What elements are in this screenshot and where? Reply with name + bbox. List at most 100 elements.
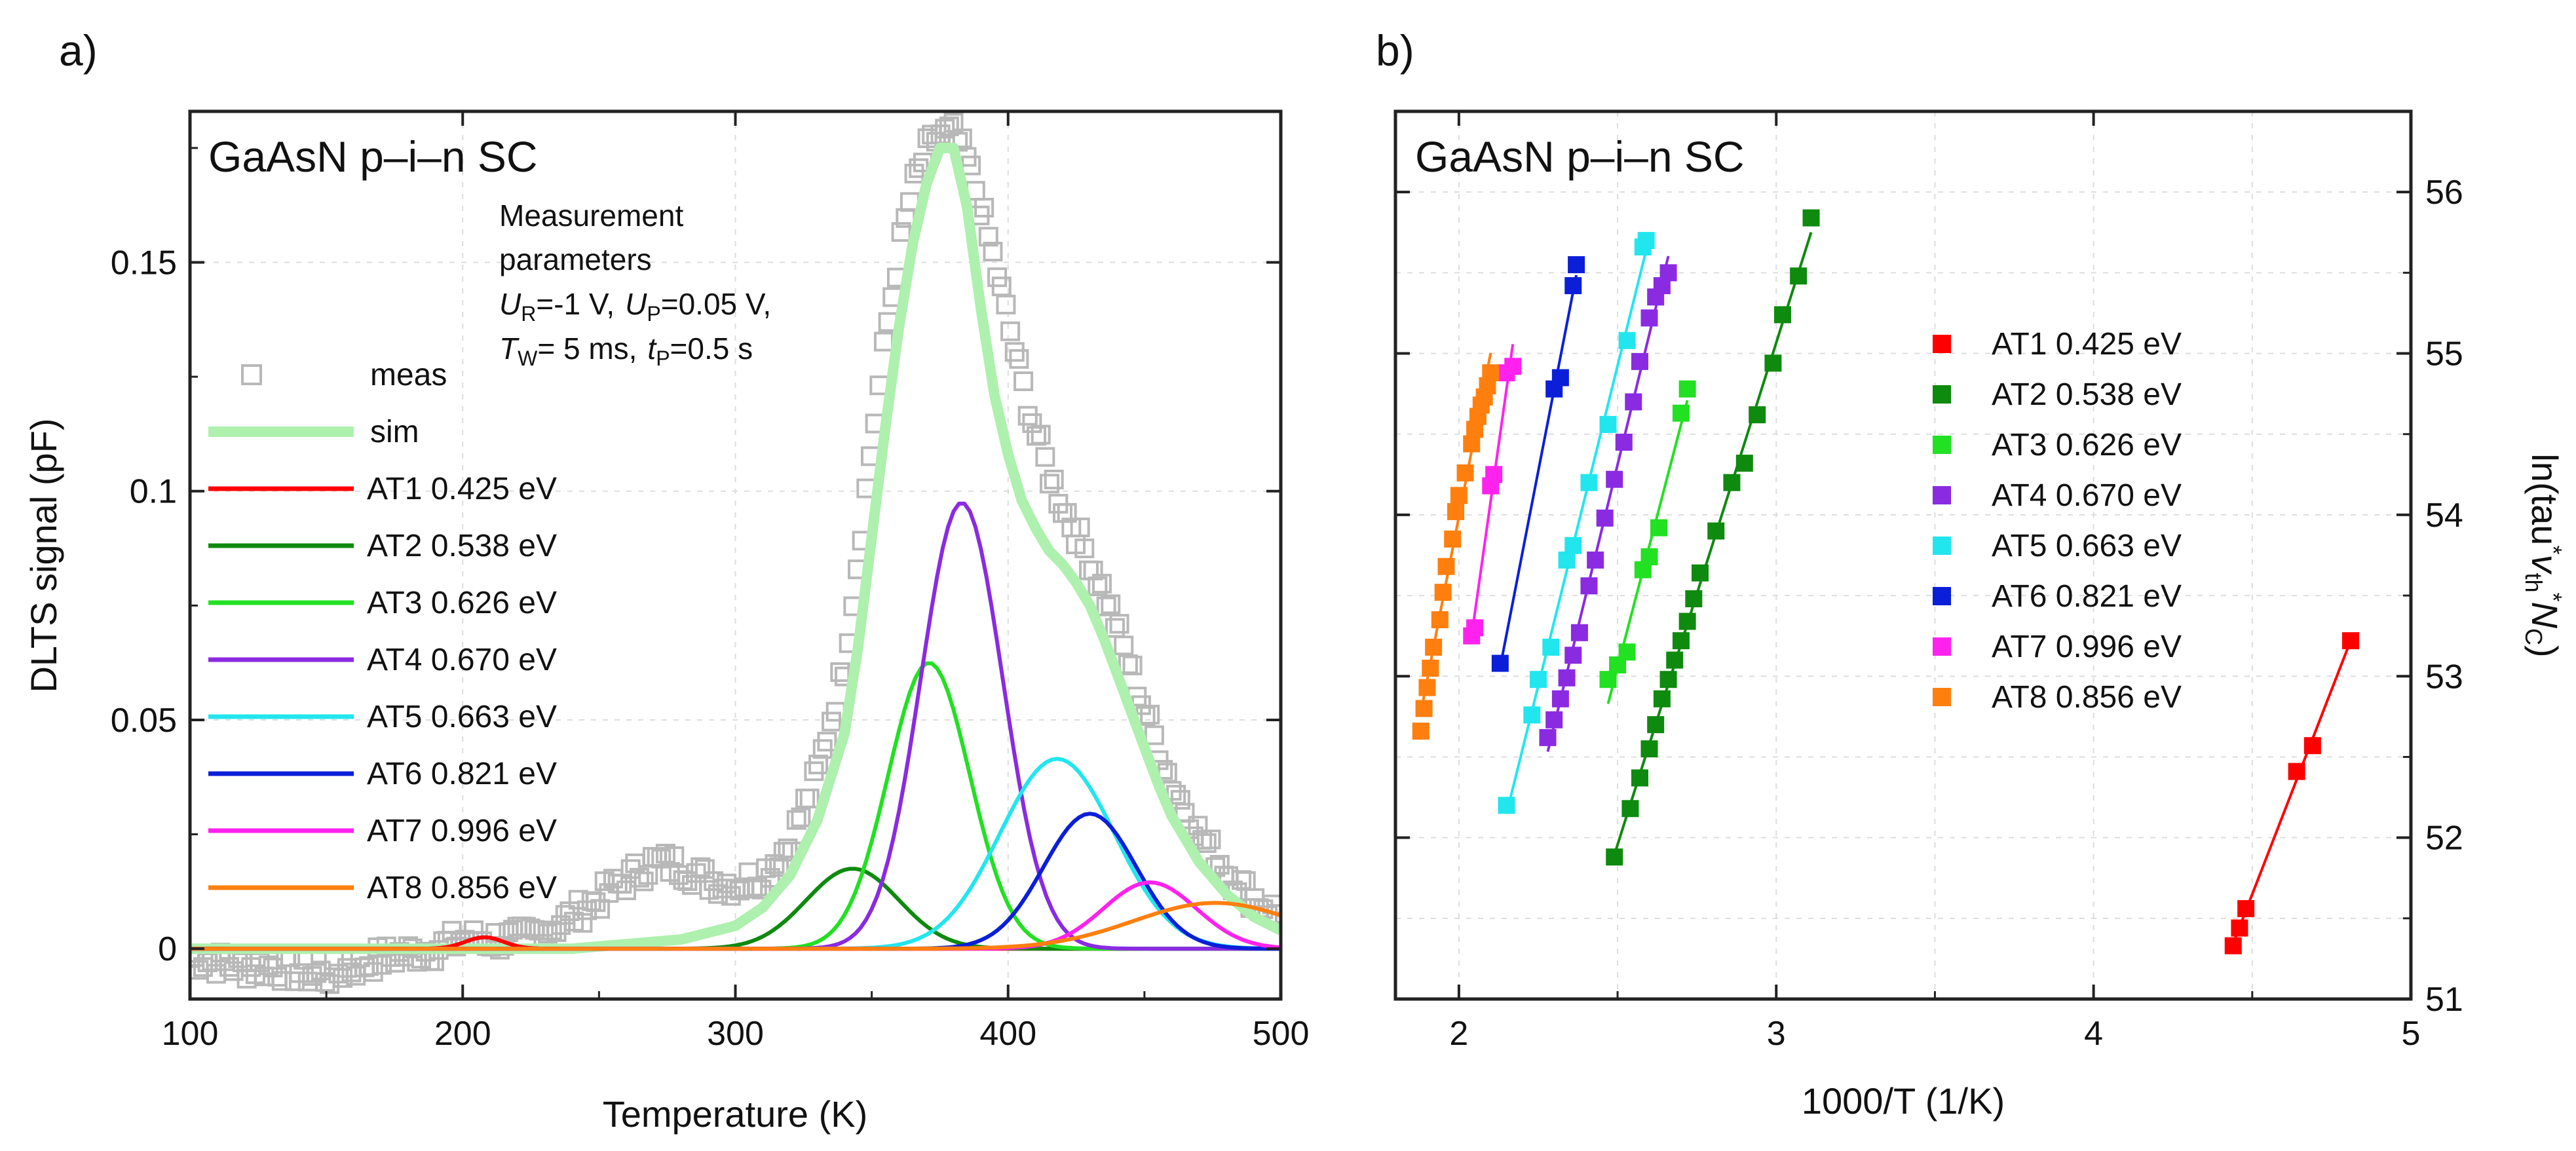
y-tick-label: 0.05 (111, 702, 177, 740)
annotation-line1: Measurement (499, 198, 683, 233)
scatter-point (1466, 619, 1484, 637)
fit-line-3 (1546, 255, 1670, 752)
scatter-point (1498, 797, 1515, 814)
ylabel-v: v (2524, 554, 2566, 575)
scatter-point (1425, 638, 1443, 656)
meas-point (1057, 502, 1077, 523)
legend-marker (1933, 335, 1951, 353)
meas-point (804, 761, 824, 782)
ur-sub: R (521, 302, 536, 326)
meas-point (1091, 573, 1112, 594)
meas-point (1140, 704, 1160, 725)
annotation-measurement: Measurement parameters UR=-1 V, UP=0.05 V… (499, 198, 771, 370)
ylabel-star2: * (2540, 593, 2567, 602)
legend-label: AT6 0.821 eV (1992, 579, 2182, 614)
scatter-point (1672, 632, 1690, 650)
y-tick-label: 0 (158, 930, 177, 968)
legend-label: AT7 0.996 eV (367, 814, 557, 848)
x-tick-label: 100 (162, 1015, 219, 1053)
ylabel-vsub: th (2520, 573, 2547, 592)
y-tick-label: 55 (2425, 335, 2463, 373)
scatter-point (1551, 369, 1569, 387)
meas-point (1000, 321, 1021, 341)
scatter-point (1587, 551, 1604, 569)
scatter-point (1564, 277, 1582, 295)
meas-point (817, 732, 837, 752)
y-tick-label: 53 (2425, 658, 2463, 696)
tw-symbol: T (499, 331, 520, 366)
meas-point (1040, 474, 1060, 494)
scatter-point (1570, 624, 1588, 641)
scatter-point (1482, 364, 1500, 382)
meas-point (664, 846, 685, 866)
legend-marker (1933, 637, 1951, 656)
meas-point (1114, 635, 1134, 656)
scatter-point (1647, 716, 1665, 734)
meas-point (1105, 618, 1125, 638)
x-axis-label-a: Temperature (K) (603, 1093, 868, 1135)
scatter-point (2231, 919, 2248, 937)
legend-b: AT1 0.425 eV AT2 0.538 eV AT3 0.626 eV AT4 … (1933, 327, 2182, 715)
scatter-point (1545, 711, 1563, 728)
plot-frame-b (1393, 109, 2413, 1001)
y-tick-label: 54 (2425, 497, 2463, 535)
scatter-point (2224, 937, 2242, 954)
panel-label-b: b) (1376, 26, 1414, 75)
legend-marker (1933, 537, 1951, 555)
meas-point (1201, 829, 1221, 850)
scatter-point (1491, 654, 1509, 672)
scatter-point (1707, 522, 1725, 540)
scatter-point (1539, 728, 1557, 746)
scatter-point (1551, 690, 1569, 708)
line-series-a (190, 142, 1281, 954)
scatter-point (2303, 737, 2321, 755)
scatter-point (1463, 435, 1481, 453)
meas-point (983, 242, 1003, 262)
up-value: =0.05 V, (661, 287, 771, 321)
scatter-point (1606, 848, 1623, 866)
x-tick-label: 300 (707, 1015, 764, 1053)
scatter-point (1599, 671, 1617, 689)
scatter-point (1618, 331, 1636, 349)
scatter-point (1412, 723, 1430, 740)
y-axis-label-b: ln(tau*vth*NC) (2520, 453, 2567, 657)
tp-sub: P (656, 347, 670, 370)
meas-point (1004, 342, 1025, 362)
scatter-point (1650, 519, 1668, 537)
meas-point (1074, 538, 1095, 559)
scatter-point (1485, 466, 1503, 483)
scatter-point (1773, 306, 1791, 324)
meas-point (1013, 371, 1034, 392)
tw-sub: W (518, 347, 538, 370)
x-tick-label: 4 (2084, 1015, 2103, 1053)
scatter-point (1749, 406, 1766, 424)
meas-point (873, 331, 894, 352)
meas-point (952, 128, 972, 149)
legend-marker (1933, 436, 1951, 454)
y-tick-label: 0.15 (111, 244, 177, 282)
legend-label: AT1 0.425 eV (367, 472, 557, 506)
meas-point (786, 810, 806, 830)
meas-point (1009, 349, 1029, 369)
meas-point (1122, 655, 1143, 675)
legend-label: AT4 0.670 eV (367, 643, 557, 677)
ylabel-nsub: C (2520, 628, 2547, 645)
grid-b (1395, 111, 2411, 999)
legend-label: AT1 0.425 eV (1992, 327, 2182, 362)
meas-point (791, 807, 811, 827)
chart-title-a: GaAsN p–i–n SC (208, 132, 538, 181)
legend-label: AT8 0.856 eV (367, 871, 557, 905)
meas-point (1035, 447, 1055, 467)
chart-a: 100 200 300 400 500 0 0.05 0.1 0.15 GaAsN p–i–n … (23, 109, 1309, 1135)
annotation-line2: parameters (499, 242, 652, 276)
meas-point (1044, 469, 1064, 489)
y-tick-label: 56 (2425, 174, 2463, 212)
x-tick-label: 200 (434, 1015, 491, 1053)
scatter-point (1764, 354, 1782, 372)
x-tick-label: 400 (979, 1015, 1036, 1053)
annotation-voltages: UR=-1 V, UP=0.05 V, (499, 287, 771, 326)
tw-value: = 5 ms, (537, 331, 637, 366)
scatter-point (1631, 352, 1648, 370)
x-tick-label: 2 (1449, 1015, 1468, 1053)
meas-point (1027, 426, 1047, 446)
